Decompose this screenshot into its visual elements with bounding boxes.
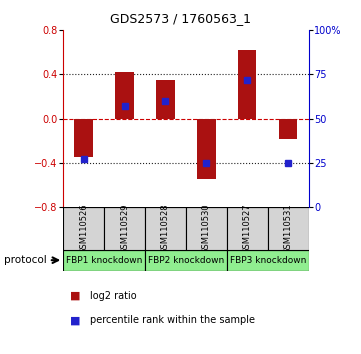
Bar [115, 72, 134, 119]
Bar [227, 250, 309, 271]
Text: percentile rank within the sample: percentile rank within the sample [90, 315, 255, 325]
Text: GSM110530: GSM110530 [202, 203, 211, 254]
Bar [63, 250, 145, 271]
Text: GSM110528: GSM110528 [161, 203, 170, 254]
Bar [186, 207, 227, 250]
Bar [197, 119, 216, 179]
Bar [268, 207, 309, 250]
Text: FBP2 knockdown: FBP2 knockdown [148, 256, 224, 265]
Text: ■: ■ [70, 315, 81, 325]
Text: FBP3 knockdown: FBP3 knockdown [230, 256, 306, 265]
Bar [227, 207, 268, 250]
Text: log2 ratio: log2 ratio [90, 291, 137, 301]
Bar [104, 207, 145, 250]
Bar [74, 119, 93, 157]
Text: ■: ■ [70, 291, 81, 301]
Bar [238, 50, 256, 119]
Bar [156, 80, 175, 119]
Text: protocol: protocol [4, 255, 46, 265]
Bar [279, 119, 297, 138]
Bar [63, 207, 104, 250]
Text: GDS2573 / 1760563_1: GDS2573 / 1760563_1 [110, 12, 251, 25]
Text: GSM110527: GSM110527 [243, 203, 252, 254]
Bar [145, 207, 186, 250]
Text: GSM110529: GSM110529 [120, 203, 129, 253]
Text: FBP1 knockdown: FBP1 knockdown [66, 256, 142, 265]
Bar [145, 250, 227, 271]
Text: GSM110531: GSM110531 [284, 203, 293, 254]
Text: GSM110526: GSM110526 [79, 203, 88, 254]
